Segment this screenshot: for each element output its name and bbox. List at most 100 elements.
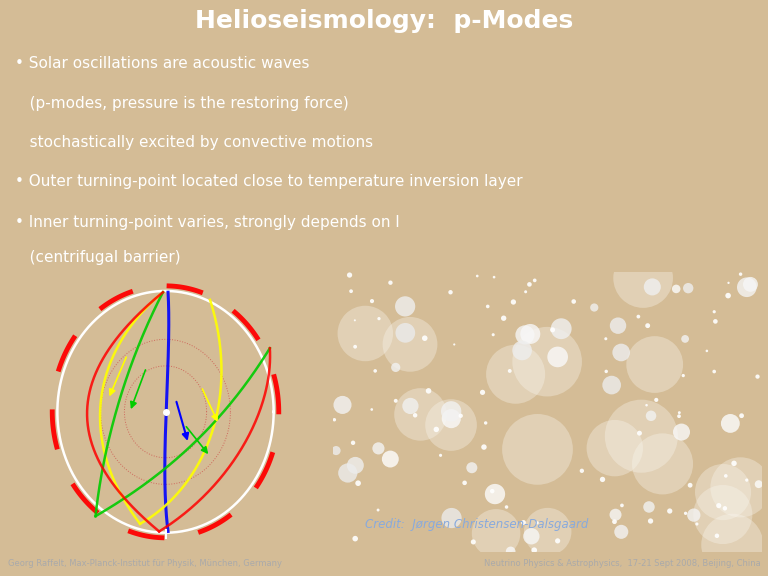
Point bbox=[687, 510, 700, 520]
Point bbox=[637, 274, 649, 283]
Point bbox=[679, 334, 691, 343]
Point bbox=[345, 287, 357, 296]
Point bbox=[673, 412, 685, 421]
Point bbox=[648, 360, 660, 369]
Point bbox=[531, 518, 543, 528]
Point bbox=[389, 363, 402, 372]
Point bbox=[501, 502, 513, 511]
Text: Credit:  Jørgen Christensen-Dalsgaard: Credit: Jørgen Christensen-Dalsgaard bbox=[365, 518, 588, 531]
Point bbox=[516, 346, 528, 355]
Point bbox=[740, 476, 753, 485]
Point bbox=[734, 270, 746, 279]
Point bbox=[519, 287, 531, 297]
Point bbox=[476, 388, 488, 397]
Point bbox=[435, 450, 447, 460]
Point bbox=[389, 396, 402, 406]
Point bbox=[643, 502, 655, 511]
Point bbox=[342, 468, 354, 478]
Point bbox=[490, 529, 502, 538]
Point bbox=[547, 325, 559, 335]
Text: Neutrino Physics & Astrophysics,  17-21 Sept 2008, Beijing, China: Neutrino Physics & Astrophysics, 17-21 S… bbox=[484, 559, 760, 569]
Point bbox=[551, 536, 564, 545]
Point bbox=[608, 444, 621, 453]
Point bbox=[366, 405, 378, 414]
Point bbox=[524, 329, 536, 339]
Point bbox=[708, 367, 720, 376]
Point bbox=[523, 280, 535, 289]
Point bbox=[677, 371, 690, 380]
Point bbox=[328, 415, 340, 425]
Point bbox=[690, 520, 703, 529]
Point bbox=[646, 282, 658, 291]
Point bbox=[330, 446, 343, 455]
Point bbox=[419, 334, 431, 343]
Text: • Solar oscillations are acoustic waves: • Solar oscillations are acoustic waves bbox=[15, 56, 310, 71]
Point bbox=[349, 461, 362, 470]
Point bbox=[576, 466, 588, 475]
Point bbox=[605, 381, 617, 390]
Point bbox=[664, 506, 676, 516]
Point bbox=[634, 429, 646, 438]
Point bbox=[349, 342, 361, 351]
Point bbox=[349, 316, 361, 325]
Point bbox=[657, 459, 669, 468]
Point bbox=[445, 287, 457, 297]
Point bbox=[399, 328, 412, 338]
Point bbox=[753, 480, 765, 489]
Point bbox=[384, 278, 396, 287]
Point bbox=[458, 478, 471, 487]
Point bbox=[343, 271, 356, 280]
Point bbox=[632, 312, 644, 321]
Point bbox=[448, 340, 460, 349]
Point bbox=[551, 353, 564, 362]
Point bbox=[541, 527, 554, 536]
Text: (centrifugal barrier): (centrifugal barrier) bbox=[15, 250, 180, 265]
Point bbox=[404, 401, 416, 411]
Point bbox=[482, 302, 494, 311]
Point bbox=[728, 458, 740, 468]
Point bbox=[736, 411, 748, 420]
Point bbox=[641, 400, 653, 410]
Point bbox=[445, 513, 458, 522]
Point bbox=[641, 321, 654, 330]
Point bbox=[709, 317, 721, 326]
Point bbox=[675, 427, 687, 437]
Point bbox=[498, 313, 510, 323]
Point bbox=[722, 291, 734, 300]
Point bbox=[507, 297, 519, 306]
Point bbox=[409, 411, 422, 420]
Text: Georg Raffelt, Max-Planck-Institut für Physik, München, Germany: Georg Raffelt, Max-Planck-Institut für P… bbox=[8, 559, 282, 569]
Point bbox=[504, 366, 516, 376]
Point bbox=[488, 272, 500, 282]
Point bbox=[518, 330, 531, 339]
Point bbox=[588, 303, 601, 312]
Point bbox=[724, 419, 737, 428]
Point bbox=[670, 285, 682, 294]
Point bbox=[369, 366, 382, 376]
Point bbox=[717, 510, 729, 519]
Point bbox=[399, 302, 412, 311]
Point bbox=[347, 438, 359, 448]
Point bbox=[680, 509, 692, 518]
Point bbox=[597, 475, 609, 484]
Point bbox=[404, 340, 416, 349]
Point bbox=[471, 271, 483, 281]
Point bbox=[541, 357, 553, 366]
Point bbox=[422, 386, 435, 396]
Point bbox=[615, 348, 627, 357]
Point bbox=[445, 420, 457, 430]
Point bbox=[720, 471, 732, 480]
Point bbox=[505, 547, 517, 556]
Point bbox=[723, 278, 735, 287]
Point bbox=[684, 480, 697, 490]
Point bbox=[708, 307, 720, 316]
Point bbox=[674, 408, 686, 417]
Point bbox=[352, 479, 364, 488]
Point bbox=[568, 297, 580, 306]
Point bbox=[509, 370, 521, 379]
Point bbox=[635, 431, 647, 441]
Point bbox=[467, 537, 479, 547]
Point bbox=[531, 445, 544, 454]
Point bbox=[744, 280, 756, 289]
Point bbox=[349, 534, 361, 543]
